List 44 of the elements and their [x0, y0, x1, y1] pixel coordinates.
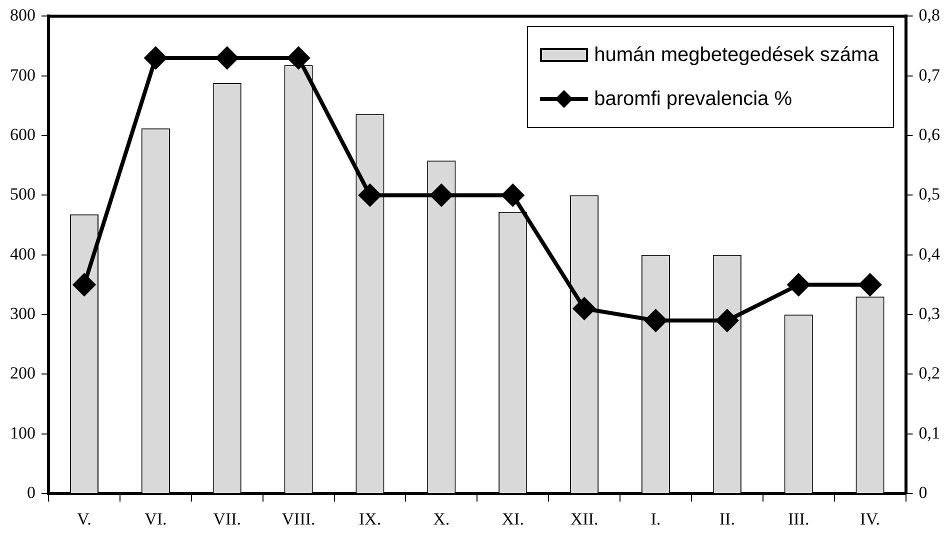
y-tick-label: 500: [10, 184, 36, 204]
y-tick-label: 700: [10, 65, 36, 84]
point: [430, 184, 452, 206]
point: [644, 310, 667, 332]
point: [144, 46, 167, 69]
x-tick-label: IV.: [860, 509, 880, 528]
x-tick-label: VII.: [213, 509, 242, 528]
y2-tick-label: 0,6: [918, 125, 940, 144]
point: [716, 310, 738, 332]
y-tick-label: 400: [10, 244, 36, 264]
y-tick-label: 300: [10, 304, 36, 324]
y-tick-label: 0: [27, 483, 36, 502]
y2-tick-label: 0: [918, 483, 928, 502]
legend-label: humán megbetegedések száma: [594, 44, 879, 67]
x-tick-label: X.: [433, 509, 450, 528]
point: [73, 274, 96, 296]
y2-tick-label: 0,7: [918, 65, 940, 84]
y2-tick-label: 0,5: [918, 184, 940, 204]
point: [573, 298, 596, 320]
y2-tick-label: 0,2: [918, 364, 940, 383]
x-tick-label: XII.: [570, 509, 598, 528]
point: [859, 274, 882, 296]
point: [358, 184, 381, 206]
point: [788, 274, 810, 296]
point: [216, 46, 238, 69]
y-tick-label: 200: [10, 364, 36, 383]
legend-label: baromfi prevalencia %: [594, 88, 792, 111]
x-tick-label: IX.: [358, 509, 382, 528]
x-tick-label: III.: [788, 509, 810, 528]
x-tick-label: XI.: [502, 509, 524, 528]
y-tick-label: 600: [10, 125, 36, 144]
point: [288, 46, 310, 69]
x-tick-label: II.: [719, 509, 735, 528]
y2-tick-label: 0,1: [918, 423, 940, 442]
y2-tick-label: 0,4: [918, 244, 940, 264]
y-tick-label: 100: [10, 423, 36, 442]
y2-tick-label: 0,8: [918, 6, 940, 25]
x-tick-label: V.: [77, 509, 92, 528]
point: [502, 184, 524, 206]
x-tick-label: VIII.: [282, 509, 316, 528]
x-tick-label: I.: [650, 509, 661, 528]
y-tick-label: 800: [10, 6, 36, 25]
x-tick-label: VI.: [144, 509, 167, 528]
y2-tick-label: 0,3: [918, 304, 940, 324]
